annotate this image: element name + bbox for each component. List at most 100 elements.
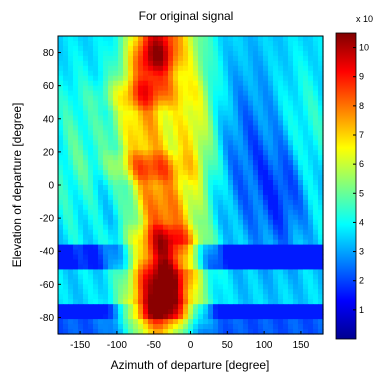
heatmap-cell xyxy=(308,75,314,82)
heatmap-cell xyxy=(298,284,304,290)
heatmap-cell xyxy=(253,145,259,151)
heatmap-cell xyxy=(98,219,104,226)
heatmap-cell xyxy=(248,60,254,67)
heatmap-cell xyxy=(58,314,64,320)
colorbar-tick-label: 5 xyxy=(359,188,364,198)
heatmap-cell xyxy=(183,145,189,151)
heatmap-cell xyxy=(238,75,244,82)
heatmap-cell xyxy=(213,264,219,271)
heatmap-cell xyxy=(173,105,179,112)
heatmap-cell xyxy=(288,204,294,211)
heatmap-cell xyxy=(293,299,299,305)
heatmap-cell xyxy=(243,224,249,231)
x-tick-label: -150 xyxy=(70,340,90,351)
heatmap-cell xyxy=(313,214,319,221)
heatmap-cell xyxy=(133,324,139,330)
heatmap-cell xyxy=(63,55,69,62)
heatmap-cell xyxy=(238,189,244,196)
heatmap-cell xyxy=(88,45,94,52)
heatmap-cell xyxy=(208,289,214,295)
heatmap-cell xyxy=(263,244,269,251)
heatmap-cell xyxy=(243,229,249,236)
heatmap-cell xyxy=(108,209,114,216)
heatmap-cell xyxy=(83,45,89,52)
heatmap-cell xyxy=(173,304,179,310)
heatmap-cell xyxy=(238,175,244,181)
heatmap-cell xyxy=(228,165,234,171)
heatmap-cell xyxy=(173,36,179,42)
heatmap-cell xyxy=(248,324,254,330)
heatmap-cell xyxy=(268,140,274,146)
heatmap-cell xyxy=(153,45,159,52)
heatmap-cell xyxy=(238,274,244,280)
heatmap-cell xyxy=(103,40,109,47)
heatmap-cell xyxy=(83,155,89,161)
heatmap-cell xyxy=(238,55,244,62)
heatmap-cell xyxy=(108,145,114,151)
heatmap-cell xyxy=(288,329,294,335)
heatmap-cell xyxy=(213,209,219,216)
heatmap-cell xyxy=(63,259,69,266)
heatmap-cell xyxy=(103,75,109,82)
heatmap-cell xyxy=(163,209,169,216)
heatmap-cell xyxy=(218,189,224,196)
heatmap-cell xyxy=(223,319,229,325)
heatmap-cell xyxy=(258,180,264,186)
heatmap-cell xyxy=(253,125,259,131)
heatmap-cell xyxy=(173,244,179,251)
heatmap-cell xyxy=(318,100,324,107)
heatmap-cell xyxy=(313,140,319,146)
heatmap-cell xyxy=(288,45,294,52)
heatmap-cell xyxy=(193,145,199,151)
heatmap-cell xyxy=(143,269,149,275)
heatmap-cell xyxy=(78,264,84,271)
heatmap-cell xyxy=(238,135,244,141)
heatmap-cell xyxy=(283,60,289,67)
heatmap-cell xyxy=(243,219,249,226)
heatmap-cell xyxy=(143,40,149,47)
heatmap-cell xyxy=(288,160,294,166)
heatmap-cell xyxy=(98,115,104,122)
heatmap-cell xyxy=(58,279,64,285)
heatmap-cell xyxy=(118,309,124,315)
heatmap-cell xyxy=(113,269,119,275)
heatmap-cell xyxy=(298,105,304,112)
heatmap-cell xyxy=(228,214,234,221)
heatmap-cell xyxy=(248,110,254,117)
heatmap-cell xyxy=(103,95,109,102)
heatmap-cell xyxy=(98,324,104,330)
heatmap-cell xyxy=(228,55,234,62)
heatmap-cell xyxy=(103,115,109,122)
heatmap-cell xyxy=(313,170,319,176)
heatmap-cell xyxy=(203,175,209,181)
heatmap-cell xyxy=(153,105,159,112)
heatmap-cell xyxy=(178,55,184,62)
heatmap-cell xyxy=(308,130,314,136)
heatmap-cell xyxy=(258,145,264,151)
heatmap-cell xyxy=(268,299,274,305)
heatmap-cell xyxy=(318,234,324,241)
heatmap-cell xyxy=(108,110,114,117)
heatmap-cell xyxy=(203,65,209,72)
heatmap-cell xyxy=(83,125,89,131)
heatmap-cell xyxy=(108,180,114,186)
heatmap-cell xyxy=(208,60,214,67)
heatmap-cell xyxy=(183,244,189,251)
heatmap-cell xyxy=(173,45,179,52)
heatmap-cell xyxy=(103,105,109,112)
heatmap-cell xyxy=(158,90,164,97)
heatmap-cell xyxy=(118,319,124,325)
heatmap-cell xyxy=(208,90,214,97)
heatmap-cell xyxy=(73,45,79,52)
heatmap-cell xyxy=(58,100,64,107)
heatmap-cell xyxy=(208,204,214,211)
heatmap-cell xyxy=(93,125,99,131)
heatmap-cell xyxy=(273,175,279,181)
heatmap-cell xyxy=(238,70,244,77)
heatmap-cell xyxy=(93,219,99,226)
heatmap-cell xyxy=(218,170,224,176)
heatmap-cell xyxy=(138,239,144,246)
heatmap-cell xyxy=(168,304,174,310)
heatmap-cell xyxy=(248,90,254,97)
heatmap-cell xyxy=(143,214,149,221)
